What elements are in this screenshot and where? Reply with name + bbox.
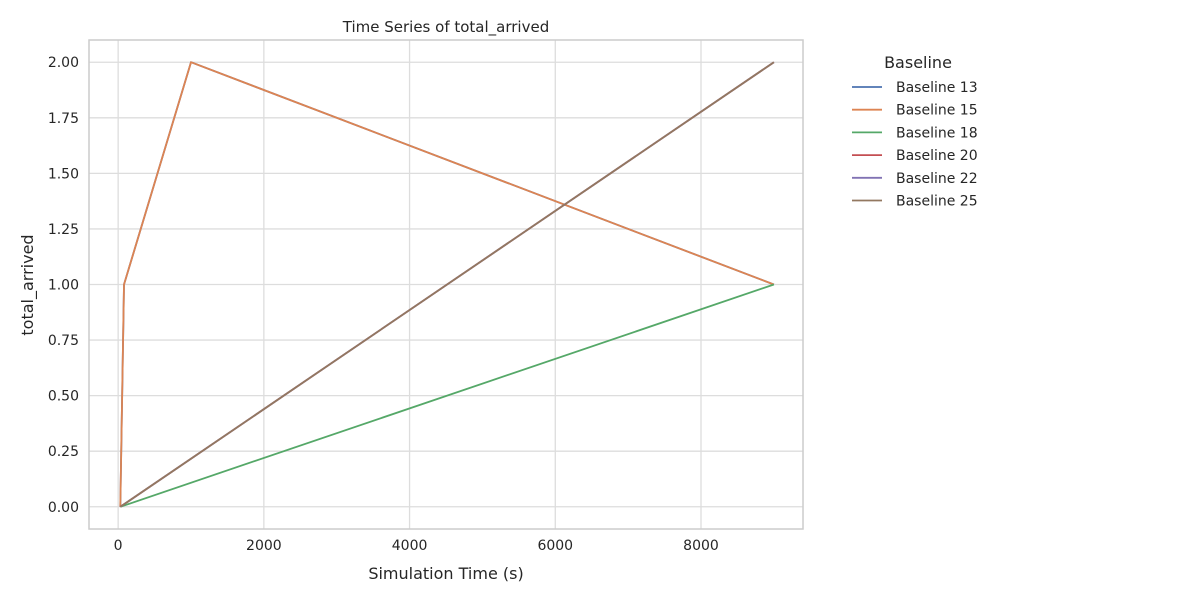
legend-item-label: Baseline 13	[896, 80, 978, 96]
y-tick-label: 0.00	[48, 500, 79, 516]
y-tick-label: 1.50	[48, 166, 79, 182]
series-line	[120, 283, 775, 508]
x-axis-label: Simulation Time (s)	[368, 564, 523, 583]
x-tick-label: 4000	[392, 538, 428, 554]
y-tick-label: 0.25	[48, 444, 79, 460]
series-line	[119, 61, 775, 507]
x-tick-label: 0	[114, 538, 123, 554]
series-line	[119, 61, 775, 508]
series-lines	[119, 61, 775, 508]
legend-item-label: Baseline 20	[896, 148, 978, 164]
legend-item-label: Baseline 25	[896, 194, 978, 210]
legend-title: Baseline	[884, 53, 952, 72]
y-tick-label: 1.00	[48, 278, 79, 294]
x-tick-label: 6000	[537, 538, 573, 554]
y-axis-label: total_arrived	[18, 234, 38, 335]
y-axis-ticks: 0.00 0.25 0.50 0.75 1.00 1.25 1.50 1.75 2.00	[48, 55, 79, 516]
y-tick-label: 0.75	[48, 333, 79, 349]
plot-area-frame	[88, 39, 804, 530]
chart-title: Time Series of total_arrived	[342, 18, 549, 37]
grid-lines	[89, 40, 803, 529]
y-tick-label: 1.75	[48, 111, 79, 127]
y-tick-label: 0.50	[48, 389, 79, 405]
legend-item-label: Baseline 22	[896, 171, 978, 187]
legend-item-label: Baseline 15	[896, 103, 978, 119]
x-tick-label: 8000	[683, 538, 719, 554]
x-tick-label: 2000	[246, 538, 282, 554]
legend-item-label: Baseline 18	[896, 125, 978, 141]
legend: Baseline Baseline 13 Baseline 15 Baseline …	[852, 53, 978, 210]
y-tick-label: 1.25	[48, 222, 79, 238]
x-axis-ticks: 0 2000 4000 6000 8000	[114, 538, 719, 554]
y-tick-label: 2.00	[48, 55, 79, 71]
